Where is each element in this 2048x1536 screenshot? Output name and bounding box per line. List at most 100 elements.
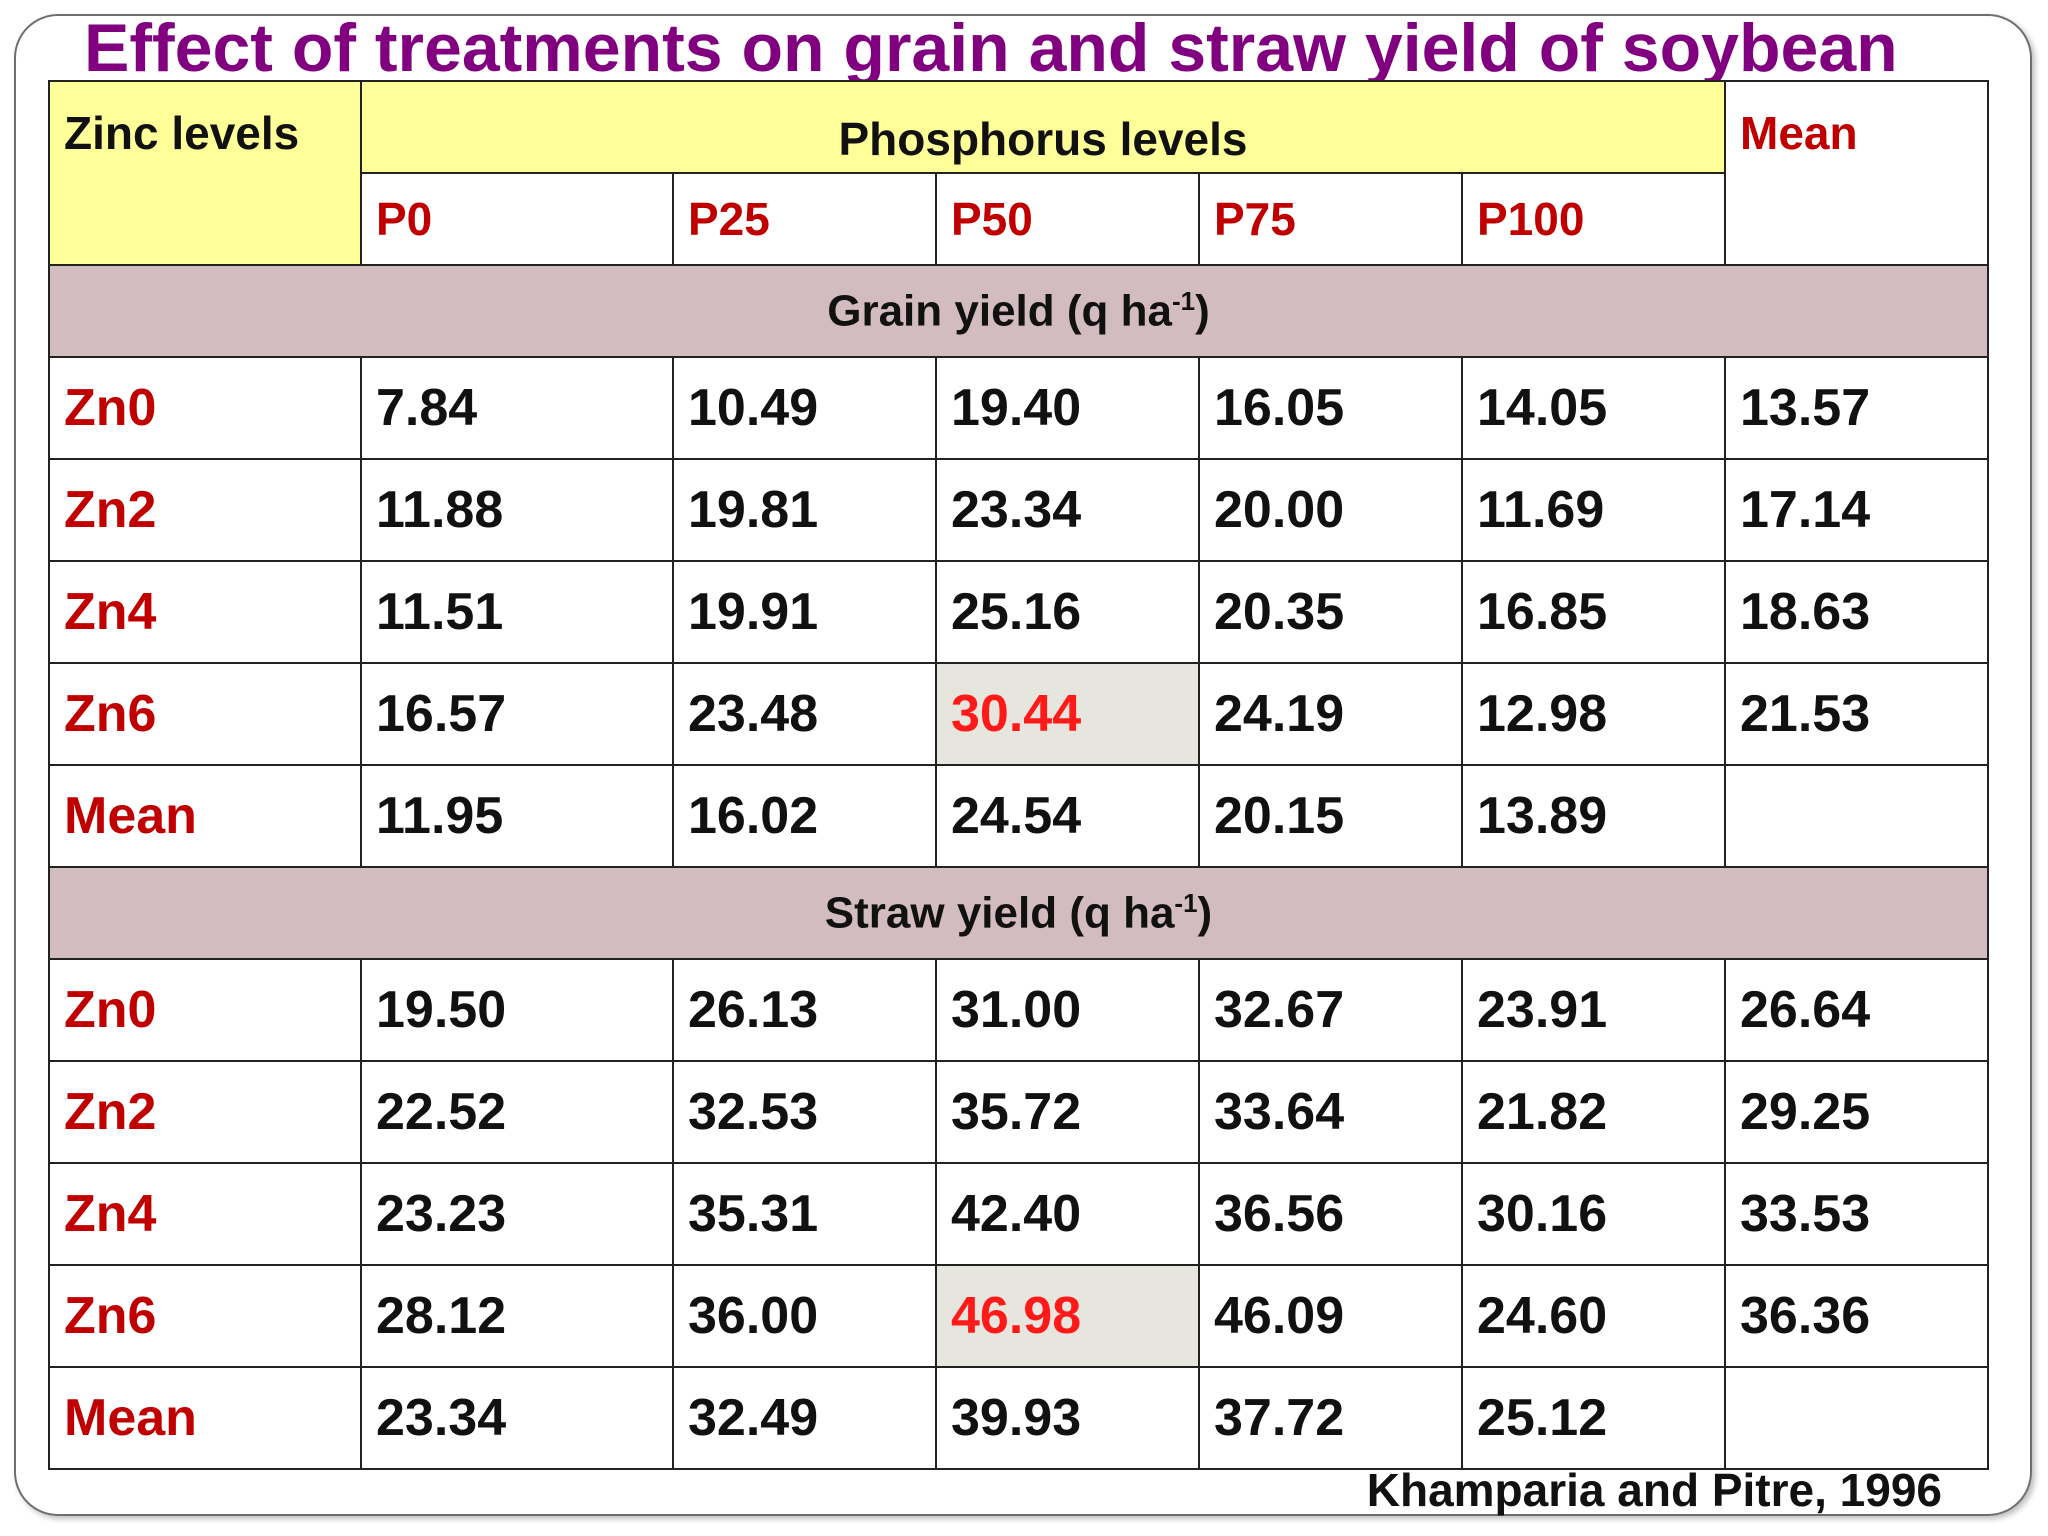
- table-row: Zn6 16.57 23.48 30.44 24.19 12.98 21.53: [48, 662, 1989, 766]
- value-cell: 19.81: [672, 458, 937, 562]
- header-row-1: Zinc levels Phosphorus levels Mean: [48, 80, 1989, 266]
- value-cell: 23.91: [1461, 958, 1726, 1062]
- mean-cell: [1724, 764, 1989, 868]
- value-cell: 24.19: [1198, 662, 1463, 766]
- p-level-header: P100: [1461, 172, 1726, 266]
- slide-title: Effect of treatments on grain and straw …: [84, 10, 1898, 86]
- value-cell: 46.09: [1198, 1264, 1463, 1368]
- table-row: Zn2 11.88 19.81 23.34 20.00 11.69 17.14: [48, 458, 1989, 562]
- section-title-text: Straw yield (q ha: [824, 888, 1175, 938]
- value-cell: 16.57: [360, 662, 674, 766]
- mean-cell: 18.63: [1724, 560, 1989, 664]
- value-cell: 23.34: [935, 458, 1200, 562]
- highlighted-value-cell: 30.44: [935, 662, 1200, 766]
- grain-yield-section-row: Grain yield (q ha-1): [48, 264, 1989, 358]
- value-cell: 32.67: [1198, 958, 1463, 1062]
- value-cell: 7.84: [360, 356, 674, 460]
- straw-yield-section-row: Straw yield (q ha-1): [48, 866, 1989, 960]
- table-row: Zn4 23.23 35.31 42.40 36.56 30.16 33.53: [48, 1162, 1989, 1266]
- mean-cell: 26.64: [1724, 958, 1989, 1062]
- value-cell: 20.35: [1198, 560, 1463, 664]
- value-cell: 33.64: [1198, 1060, 1463, 1164]
- mean-cell: 29.25: [1724, 1060, 1989, 1164]
- value-cell: 42.40: [935, 1162, 1200, 1266]
- value-cell: 30.16: [1461, 1162, 1726, 1266]
- value-cell: 35.31: [672, 1162, 937, 1266]
- table-row: Zn2 22.52 32.53 35.72 33.64 21.82 29.25: [48, 1060, 1989, 1164]
- value-cell: 12.98: [1461, 662, 1726, 766]
- row-label: Zn6: [48, 662, 362, 766]
- value-cell: 35.72: [935, 1060, 1200, 1164]
- value-cell: 16.05: [1198, 356, 1463, 460]
- slide-frame: [14, 14, 2032, 1516]
- unit-superscript: -1: [1174, 887, 1198, 918]
- table-row: Zn0 7.84 10.49 19.40 16.05 14.05 13.57: [48, 356, 1989, 460]
- yield-table: Zinc levels Phosphorus levels Mean P0 P2…: [48, 80, 1989, 1470]
- p-level-header: P50: [935, 172, 1200, 266]
- value-cell: 19.91: [672, 560, 937, 664]
- value-cell: 32.49: [672, 1366, 937, 1470]
- value-cell: 36.56: [1198, 1162, 1463, 1266]
- value-cell: 21.82: [1461, 1060, 1726, 1164]
- mean-cell: 17.14: [1724, 458, 1989, 562]
- value-cell: 23.23: [360, 1162, 674, 1266]
- row-label: Zn6: [48, 1264, 362, 1368]
- table-row: Mean 23.34 32.49 39.93 37.72 25.12: [48, 1366, 1989, 1470]
- row-label: Zn4: [48, 1162, 362, 1266]
- value-cell: 11.95: [360, 764, 674, 868]
- value-cell: 14.05: [1461, 356, 1726, 460]
- value-cell: 24.54: [935, 764, 1200, 868]
- mean-cell: 36.36: [1724, 1264, 1989, 1368]
- value-cell: 19.40: [935, 356, 1200, 460]
- citation: Khamparia and Pitre, 1996: [1366, 1464, 1942, 1516]
- p-level-header: P0: [360, 172, 674, 266]
- section-title-close: ): [1195, 286, 1210, 336]
- value-cell: 24.60: [1461, 1264, 1726, 1368]
- p-level-header: P75: [1198, 172, 1463, 266]
- p-level-header: P25: [672, 172, 937, 266]
- value-cell: 25.12: [1461, 1366, 1726, 1470]
- mean-column-header: Mean: [1724, 80, 1989, 266]
- value-cell: 23.34: [360, 1366, 674, 1470]
- row-label: Zn2: [48, 1060, 362, 1164]
- value-cell: 10.49: [672, 356, 937, 460]
- row-label: Zn0: [48, 356, 362, 460]
- value-cell: 32.53: [672, 1060, 937, 1164]
- value-cell: 37.72: [1198, 1366, 1463, 1470]
- value-cell: 20.15: [1198, 764, 1463, 868]
- row-label: Mean: [48, 764, 362, 868]
- value-cell: 36.00: [672, 1264, 937, 1368]
- value-cell: 16.02: [672, 764, 937, 868]
- row-label: Zn4: [48, 560, 362, 664]
- value-cell: 25.16: [935, 560, 1200, 664]
- table-row: Zn0 19.50 26.13 31.00 32.67 23.91 26.64: [48, 958, 1989, 1062]
- value-cell: 16.85: [1461, 560, 1726, 664]
- value-cell: 20.00: [1198, 458, 1463, 562]
- value-cell: 11.88: [360, 458, 674, 562]
- value-cell: 26.13: [672, 958, 937, 1062]
- unit-superscript: -1: [1171, 285, 1196, 316]
- value-cell: 19.50: [360, 958, 674, 1062]
- section-title-text: Grain yield (q ha: [827, 286, 1172, 336]
- row-label: Zn0: [48, 958, 362, 1062]
- table-row: Zn6 28.12 36.00 46.98 46.09 24.60 36.36: [48, 1264, 1989, 1368]
- row-label: Zn2: [48, 458, 362, 562]
- mean-cell: 21.53: [1724, 662, 1989, 766]
- value-cell: 22.52: [360, 1060, 674, 1164]
- highlighted-value-cell: 46.98: [935, 1264, 1200, 1368]
- straw-yield-section-title: Straw yield (q ha-1): [48, 866, 1989, 960]
- value-cell: 31.00: [935, 958, 1200, 1062]
- header-row-2: P0 P25 P50 P75 P100: [49, 172, 1988, 266]
- mean-cell: 33.53: [1724, 1162, 1989, 1266]
- grain-yield-section-title: Grain yield (q ha-1): [48, 264, 1989, 358]
- row-label: Mean: [48, 1366, 362, 1470]
- value-cell: 23.48: [672, 662, 937, 766]
- value-cell: 13.89: [1461, 764, 1726, 868]
- section-title-close: ): [1197, 888, 1213, 938]
- zinc-levels-header: Zinc levels: [48, 80, 362, 266]
- value-cell: 11.69: [1461, 458, 1726, 562]
- value-cell: 11.51: [360, 560, 674, 664]
- phosphorus-levels-header: Phosphorus levels: [360, 80, 1726, 174]
- table-row: Mean 11.95 16.02 24.54 20.15 13.89: [48, 764, 1989, 868]
- value-cell: 39.93: [935, 1366, 1200, 1470]
